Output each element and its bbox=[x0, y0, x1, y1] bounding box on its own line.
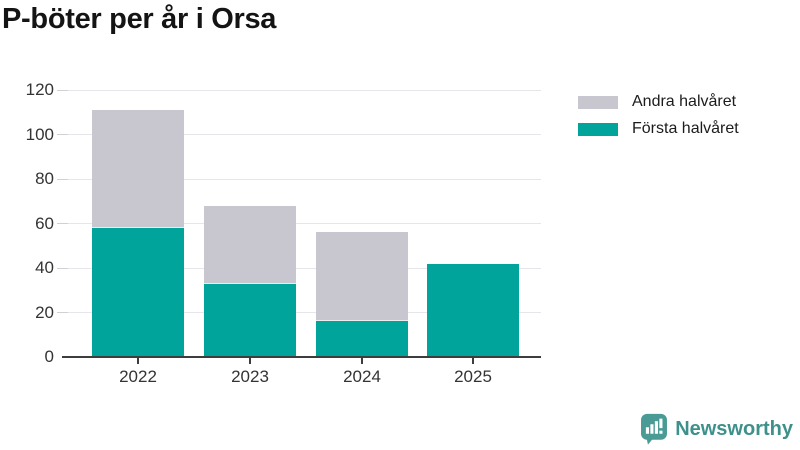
gridline-100 bbox=[68, 134, 541, 135]
bar-2022-andra-halvaret bbox=[92, 110, 184, 228]
y-axis-label: 40 bbox=[35, 258, 54, 277]
x-axis-label: 2025 bbox=[454, 367, 492, 386]
newsworthy-logo: Newsworthy bbox=[640, 413, 793, 445]
legend: Andra halvåret Första halvåret bbox=[578, 92, 739, 139]
legend-item-forsta-halvaret: Första halvåret bbox=[578, 119, 739, 139]
x-axis-label: 2022 bbox=[119, 367, 157, 386]
gridline-120 bbox=[68, 89, 541, 91]
y-axis-label: 0 bbox=[44, 347, 54, 366]
gridline-20 bbox=[68, 312, 541, 313]
y-axis-label: 60 bbox=[35, 213, 54, 233]
legend-swatch bbox=[578, 95, 618, 109]
y-tick-60 bbox=[57, 223, 68, 224]
y-tick-100 bbox=[57, 134, 68, 135]
x-tick-2023 bbox=[249, 357, 251, 364]
brand-name: Newsworthy bbox=[675, 417, 793, 440]
y-tick-40 bbox=[57, 267, 68, 269]
legend-swatch bbox=[578, 122, 618, 136]
y-axis-label: 80 bbox=[35, 169, 54, 188]
x-axis-line bbox=[62, 356, 541, 358]
gridline-40 bbox=[68, 267, 541, 269]
bar-2025-forsta-halvaret bbox=[427, 263, 519, 357]
chart-title: P-böter per år i Orsa bbox=[2, 3, 277, 35]
x-tick-2024 bbox=[361, 357, 363, 364]
y-tick-120 bbox=[57, 89, 68, 91]
legend-item-andra-halvaret: Andra halvåret bbox=[578, 92, 739, 112]
y-tick-80 bbox=[57, 178, 68, 180]
legend-label: Andra halvåret bbox=[632, 93, 737, 110]
legend-label: Första halvåret bbox=[632, 120, 739, 137]
x-axis-label: 2023 bbox=[231, 367, 269, 386]
x-tick-2022 bbox=[137, 357, 139, 364]
gridline-80 bbox=[68, 178, 541, 180]
x-tick-2025 bbox=[472, 357, 474, 364]
plot-area: 0 20 40 60 80 100 120 2022 2023 2024 2025 bbox=[26, 80, 541, 386]
newsworthy-icon bbox=[641, 413, 668, 445]
y-axis-label: 20 bbox=[35, 302, 54, 322]
bar-2024-forsta-halvaret bbox=[316, 321, 408, 357]
gridline-60 bbox=[68, 223, 541, 224]
bar-2024-andra-halvaret bbox=[316, 232, 408, 322]
y-tick-20 bbox=[57, 312, 68, 313]
x-axis-label: 2024 bbox=[343, 367, 381, 386]
y-axis-label: 120 bbox=[25, 80, 54, 99]
bar-2023-andra-halvaret bbox=[204, 205, 296, 284]
bar-2022-forsta-halvaret bbox=[92, 227, 184, 357]
bar-2023-forsta-halvaret bbox=[204, 283, 296, 357]
y-axis-label: 100 bbox=[25, 124, 54, 144]
